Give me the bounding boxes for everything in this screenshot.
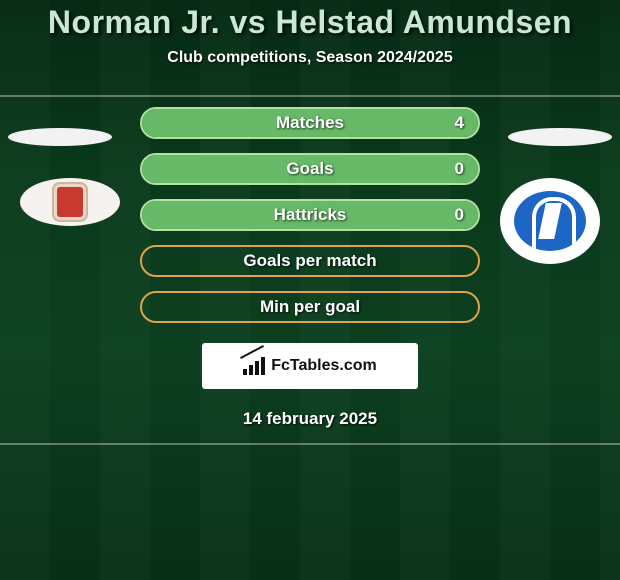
page-title: Norman Jr. vs Helstad Amundsen <box>0 4 620 41</box>
stat-row: Goals 0 <box>140 153 480 185</box>
club-crest-left-icon <box>57 187 83 217</box>
stat-label: Min per goal <box>260 297 360 317</box>
player-shadow-right <box>508 128 612 146</box>
club-crest-right-icon <box>514 191 586 251</box>
stat-bars: Matches 4 Goals 0 Hattricks 0 Goals per match M… <box>140 107 480 323</box>
player-shadow-left <box>8 128 112 146</box>
club-crest-left <box>20 178 120 226</box>
stat-row: Goals per match <box>140 245 480 277</box>
stat-value-right: 0 <box>455 205 464 225</box>
stat-value-right: 0 <box>455 159 464 179</box>
stat-row: Min per goal <box>140 291 480 323</box>
subtitle: Club competitions, Season 2024/2025 <box>0 49 620 67</box>
stat-label: Matches <box>276 113 344 133</box>
comparison-card: Norman Jr. vs Helstad Amundsen Club comp… <box>0 0 620 429</box>
stat-row: Hattricks 0 <box>140 199 480 231</box>
club-crest-right <box>500 178 600 264</box>
stat-value-right: 4 <box>455 113 464 133</box>
date-text: 14 february 2025 <box>0 409 620 429</box>
branding-text: FcTables.com <box>271 357 377 375</box>
stat-label: Hattricks <box>274 205 347 225</box>
stat-label: Goals per match <box>243 251 376 271</box>
bar-chart-icon <box>243 357 265 375</box>
branding-badge: FcTables.com <box>202 343 418 389</box>
stat-row: Matches 4 <box>140 107 480 139</box>
stat-label: Goals <box>286 159 333 179</box>
